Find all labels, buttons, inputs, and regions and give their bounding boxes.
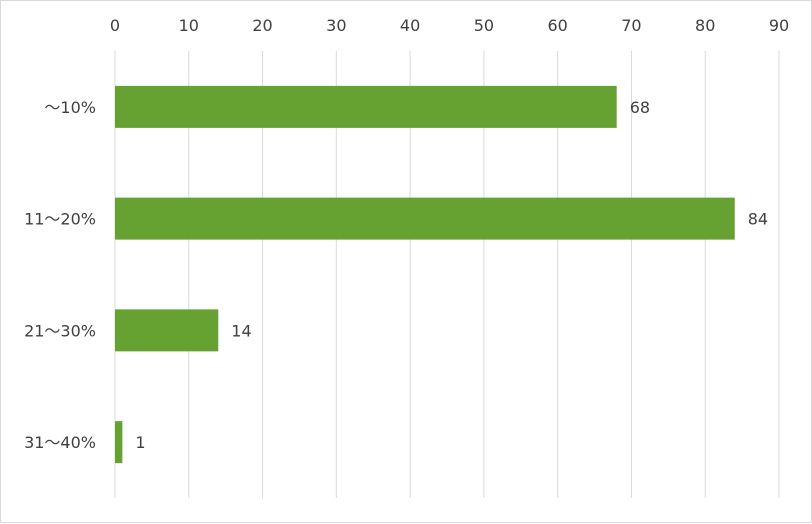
x-tick-label: 80 (695, 16, 715, 35)
x-tick-label: 90 (769, 16, 789, 35)
bar (115, 85, 617, 128)
x-tick-label: 20 (252, 16, 272, 35)
bar (115, 421, 123, 464)
bar (115, 197, 735, 240)
data-label: 14 (231, 321, 251, 340)
category-label: 21～30% (24, 321, 96, 340)
y-axis-categories: ～10% 11～20% 21～30% 31～40% (24, 98, 96, 452)
x-tick-label: 50 (474, 16, 494, 35)
data-label: 68 (630, 98, 650, 117)
x-tick-label: 40 (400, 16, 420, 35)
x-tick-label: 0 (110, 16, 120, 35)
data-label: 1 (135, 433, 145, 452)
bar (115, 309, 219, 352)
x-tick-label: 10 (179, 16, 199, 35)
x-tick-label: 30 (326, 16, 346, 35)
x-tick-label: 70 (621, 16, 641, 35)
category-label: 11～20% (24, 210, 96, 229)
category-label: ～10% (44, 98, 96, 117)
category-label: 31～40% (24, 433, 96, 452)
data-labels: 68 84 14 1 (135, 98, 768, 452)
x-tick-label: 60 (547, 16, 567, 35)
bars (115, 85, 735, 464)
data-label: 84 (748, 210, 768, 229)
x-axis-ticks: 0 10 20 30 40 50 60 70 80 90 (110, 16, 789, 35)
